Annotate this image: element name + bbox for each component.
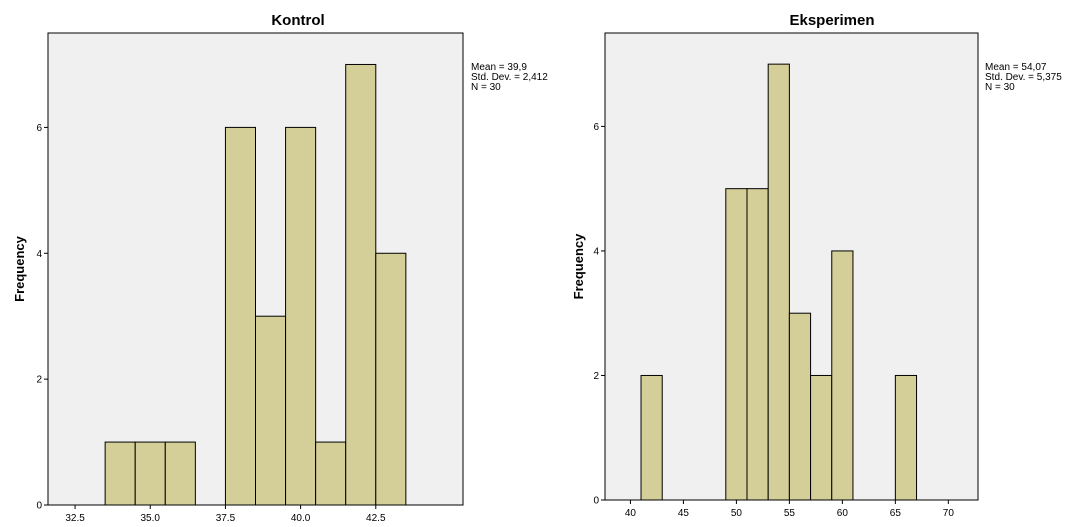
x-tick-label: 35.0: [141, 513, 161, 524]
stat-line: N = 30: [985, 82, 1015, 93]
x-tick-label: 50: [731, 508, 743, 519]
y-tick-label: 2: [36, 375, 42, 386]
y-tick-label: 4: [593, 246, 599, 257]
chart-title: Eksperimen: [789, 12, 874, 29]
histogram-bar: [831, 250, 854, 501]
x-tick-label: 70: [943, 508, 955, 519]
histogram-bar: [788, 312, 812, 501]
x-tick-label: 65: [890, 508, 902, 519]
histogram-bar: [746, 188, 769, 501]
x-tick-label: 55: [784, 508, 796, 519]
x-tick-label: 40.0: [291, 513, 311, 524]
x-tick-label: 32.5: [65, 513, 85, 524]
histogram-bar: [164, 441, 196, 506]
y-tick-label: 0: [593, 496, 599, 507]
eksperimen-histogram: Eksperimen 0 2 4 6 40 45 50 55 60 65 70 Frequency Mea…: [571, 12, 1062, 519]
y-axis-label: Frequency: [571, 233, 586, 300]
y-tick-label: 0: [36, 501, 42, 512]
histogram-bar: [375, 252, 407, 506]
histogram-bar: [767, 63, 790, 501]
stat-line: N = 30: [471, 82, 501, 93]
y-tick-label: 6: [593, 122, 599, 133]
x-tick-label: 37.5: [216, 513, 236, 524]
x-tick-label: 40: [625, 508, 637, 519]
stat-line: Std. Dev. = 5,375: [985, 72, 1062, 83]
x-tick-label: 45: [678, 508, 690, 519]
histogram-bar: [725, 188, 748, 501]
histogram-bar: [104, 441, 136, 506]
histogram-bar: [345, 63, 377, 506]
y-axis-label: Frequency: [12, 235, 27, 302]
y-tick-label: 6: [36, 123, 42, 134]
histogram-bar: [255, 315, 287, 506]
histogram-bar: [640, 374, 663, 501]
stat-line: Mean = 54,07: [985, 62, 1047, 73]
x-tick-label: 60: [837, 508, 849, 519]
x-tick-label: 42.5: [366, 513, 386, 524]
stat-line: Mean = 39,9: [471, 62, 527, 73]
chart-title: Kontrol: [271, 12, 324, 29]
histogram-bar: [894, 374, 918, 501]
histogram-bar: [810, 374, 833, 501]
y-tick-label: 4: [36, 249, 42, 260]
histogram-bar: [134, 441, 166, 506]
histogram-bar: [285, 126, 317, 506]
kontrol-histogram: Kontrol 0 2 4 6 32.5 35.0 37.5 40.0 42.5 Frequency…: [12, 12, 548, 524]
histogram-bar: [315, 441, 347, 506]
histogram-bar: [224, 126, 256, 506]
stat-line: Std. Dev. = 2,412: [471, 72, 548, 83]
y-tick-label: 2: [593, 371, 599, 382]
